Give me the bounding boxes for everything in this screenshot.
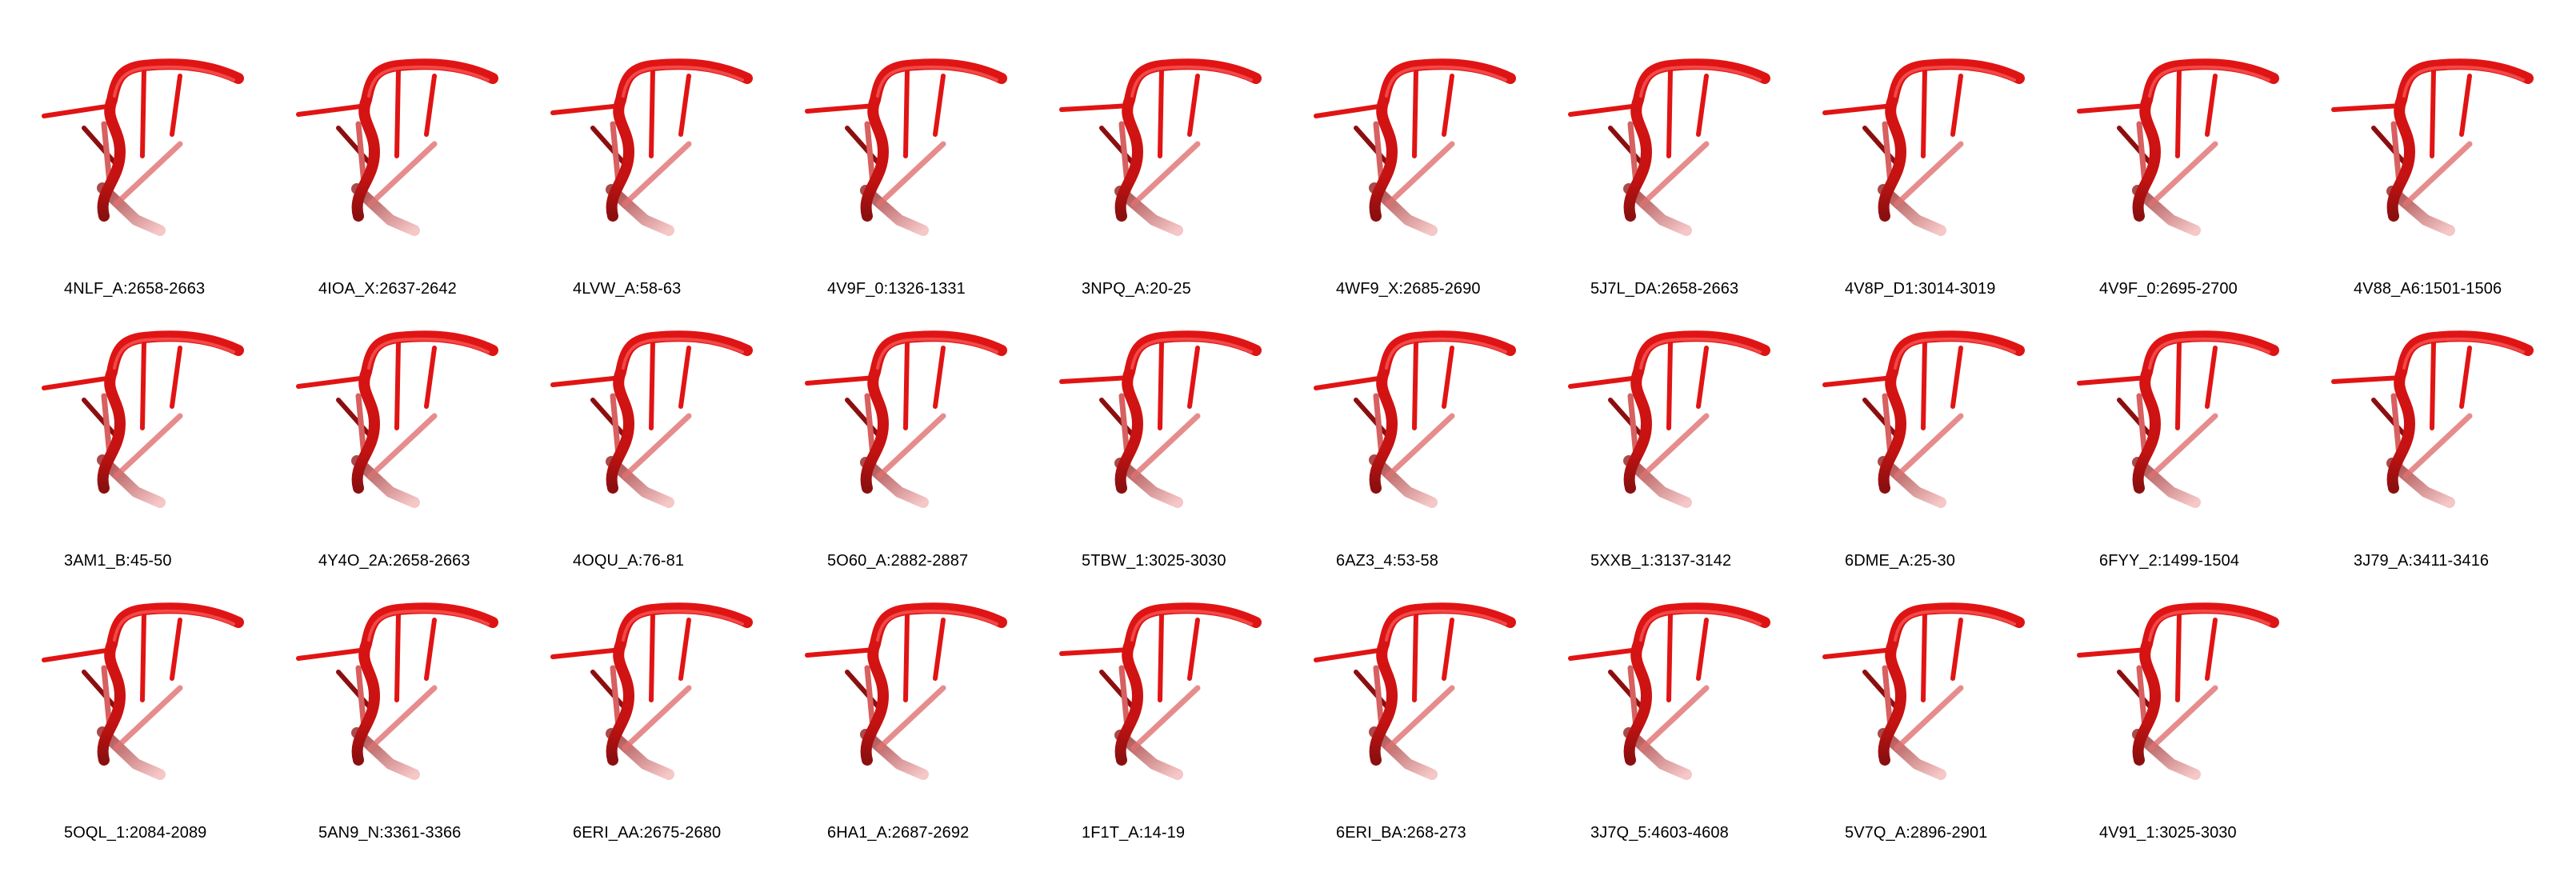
structure-label: 4V9F_0:2695-2700	[2099, 280, 2238, 298]
rna-structure-render	[805, 58, 1007, 236]
structure-label: 4V9F_0:1326-1331	[827, 280, 966, 298]
structure-cell: 4Y4O_2A:2658-2663	[262, 304, 520, 576]
structure-label: 4Y4O_2A:2658-2663	[318, 552, 470, 570]
rna-structure-render	[805, 602, 1007, 780]
rna-structure-render	[805, 330, 1007, 508]
structure-label: 5OQL_1:2084-2089	[64, 824, 207, 842]
structure-cell: 4V88_A6:1501-1506	[2298, 32, 2555, 304]
structure-cell: 5XXB_1:3137-3142	[1534, 304, 1792, 576]
structure-label: 6ERI_BA:268-273	[1336, 824, 1466, 842]
rna-structure-render	[1822, 602, 2025, 780]
structure-label: 3AM1_B:45-50	[64, 552, 172, 570]
structure-cell: 4V8P_D1:3014-3019	[1789, 32, 2046, 304]
structure-label: 3J79_A:3411-3416	[2354, 552, 2490, 570]
structure-label: 5TBW_1:3025-3030	[1082, 552, 1226, 570]
rna-structure-render	[2331, 58, 2534, 236]
rna-structure-render	[42, 602, 244, 780]
structure-cell: 3J79_A:3411-3416	[2298, 304, 2555, 576]
rna-structure-render	[296, 330, 498, 508]
structure-label: 4V88_A6:1501-1506	[2354, 280, 2502, 298]
rna-structure-render	[1314, 602, 1516, 780]
structure-label: 6ERI_AA:2675-2680	[573, 824, 722, 842]
structure-cell: 4V9F_0:1326-1331	[771, 32, 1029, 304]
rna-structure-render	[550, 58, 753, 236]
rna-structure-render	[2077, 602, 2279, 780]
rna-structure-render	[42, 330, 244, 508]
structure-label: 5XXB_1:3137-3142	[1590, 552, 1732, 570]
structure-cell: 4WF9_X:2685-2690	[1280, 32, 1538, 304]
structure-cell: 6FYY_2:1499-1504	[2043, 304, 2301, 576]
structure-cell: 3AM1_B:45-50	[8, 304, 266, 576]
rna-structure-render	[2077, 58, 2279, 236]
rna-structure-render	[1059, 330, 1262, 508]
rna-structure-render	[296, 602, 498, 780]
structure-label: 5O60_A:2882-2887	[827, 552, 969, 570]
rna-structure-render	[1059, 58, 1262, 236]
structure-cell: 6ERI_BA:268-273	[1280, 576, 1538, 848]
rna-structure-render	[1568, 58, 1770, 236]
structure-cell: 6DME_A:25-30	[1789, 304, 2046, 576]
structure-cell: 6HA1_A:2687-2692	[771, 576, 1029, 848]
structure-label: 4OQU_A:76-81	[573, 552, 685, 570]
rna-structure-render	[550, 602, 753, 780]
structure-cell: 4NLF_A:2658-2663	[8, 32, 266, 304]
structure-cell: 5O60_A:2882-2887	[771, 304, 1029, 576]
structure-cell: 3J7Q_5:4603-4608	[1534, 576, 1792, 848]
structure-label: 4LVW_A:58-63	[573, 280, 682, 298]
structure-label: 4WF9_X:2685-2690	[1336, 280, 1481, 298]
rna-structure-render	[296, 58, 498, 236]
structure-cell: 5V7Q_A:2896-2901	[1789, 576, 2046, 848]
rna-structure-render	[1314, 58, 1516, 236]
structure-label: 5V7Q_A:2896-2901	[1845, 824, 1988, 842]
structure-label: 5J7L_DA:2658-2663	[1590, 280, 1739, 298]
rna-structure-render	[2331, 330, 2534, 508]
rna-structure-render	[42, 58, 244, 236]
rna-structure-render	[1822, 58, 2025, 236]
rna-structure-render	[1822, 330, 2025, 508]
structure-label: 4NLF_A:2658-2663	[64, 280, 206, 298]
structure-label: 6FYY_2:1499-1504	[2099, 552, 2240, 570]
rna-structure-render	[1314, 330, 1516, 508]
structure-label: 1F1T_A:14-19	[1082, 824, 1186, 842]
rna-structure-render	[1059, 602, 1262, 780]
structure-cell: 5TBW_1:3025-3030	[1026, 304, 1283, 576]
rna-structure-render	[1568, 602, 1770, 780]
structure-cell: 4LVW_A:58-63	[517, 32, 774, 304]
structure-cell: 4OQU_A:76-81	[517, 304, 774, 576]
structure-cell: 3NPQ_A:20-25	[1026, 32, 1283, 304]
structure-label: 6AZ3_4:53-58	[1336, 552, 1438, 570]
structure-label: 3NPQ_A:20-25	[1082, 280, 1191, 298]
structure-label: 6HA1_A:2687-2692	[827, 824, 970, 842]
rna-structure-render	[550, 330, 753, 508]
structure-cell: 4V9F_0:2695-2700	[2043, 32, 2301, 304]
rna-structure-render	[2077, 330, 2279, 508]
structure-label: 4IOA_X:2637-2642	[318, 280, 457, 298]
structure-cell: 5AN9_N:3361-3366	[262, 576, 520, 848]
structure-cell: 4IOA_X:2637-2642	[262, 32, 520, 304]
structure-label: 4V8P_D1:3014-3019	[1845, 280, 1996, 298]
structure-label: 5AN9_N:3361-3366	[318, 824, 462, 842]
structure-label: 6DME_A:25-30	[1845, 552, 1955, 570]
structure-cell: 5OQL_1:2084-2089	[8, 576, 266, 848]
structure-cell: 6ERI_AA:2675-2680	[517, 576, 774, 848]
structure-cell: 6AZ3_4:53-58	[1280, 304, 1538, 576]
structure-cell: 5J7L_DA:2658-2663	[1534, 32, 1792, 304]
structure-cell: 1F1T_A:14-19	[1026, 576, 1283, 848]
structure-label: 3J7Q_5:4603-4608	[1590, 824, 1729, 842]
structure-label: 4V91_1:3025-3030	[2099, 824, 2237, 842]
structure-cell: 4V91_1:3025-3030	[2043, 576, 2301, 848]
rna-structure-render	[1568, 330, 1770, 508]
